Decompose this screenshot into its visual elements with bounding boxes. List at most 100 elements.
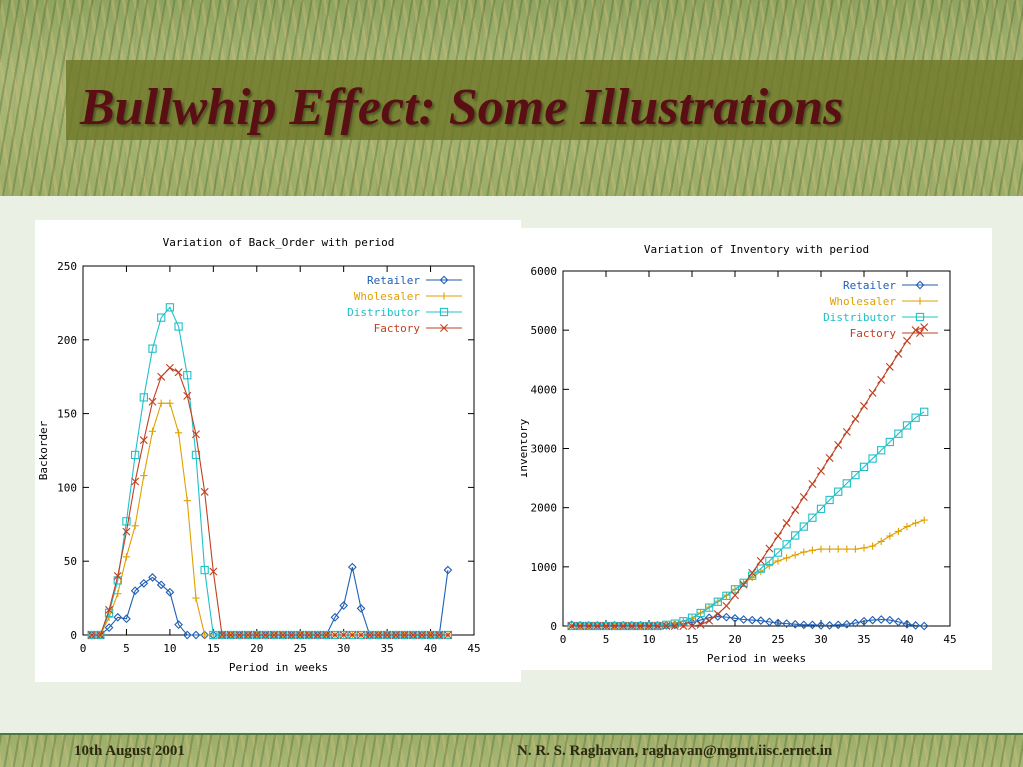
backorder-chart-panel: Variation of Back_Order with period 0 5 10 1…: [35, 220, 521, 682]
data-point-factory: [610, 622, 619, 630]
data-point-factory: [435, 631, 444, 639]
data-point-factory: [278, 631, 287, 639]
data-point-factory: [584, 622, 593, 630]
data-point-factory: [87, 631, 96, 639]
data-point-factory: [653, 622, 662, 630]
x-tick-label: 5: [603, 633, 610, 646]
data-point-wholesaler: [843, 545, 851, 553]
data-point-distributor: [174, 322, 183, 331]
data-point-retailer: [851, 618, 860, 628]
data-point-retailer: [443, 565, 453, 575]
data-point-factory: [799, 493, 808, 502]
data-point-factory: [756, 556, 765, 565]
footer-band: [0, 735, 1023, 767]
data-point-factory: [903, 336, 911, 345]
data-point-factory: [426, 631, 435, 639]
data-point-distributor: [834, 487, 843, 496]
data-point-factory: [400, 631, 409, 639]
x-tick-label: 15: [685, 633, 698, 646]
data-point-factory: [688, 622, 696, 630]
data-point-distributor: [808, 513, 817, 522]
data-point-distributor: [713, 597, 722, 606]
slide-title: Bullwhip Effect: Some Illustrations: [80, 79, 844, 136]
data-point-distributor: [825, 495, 834, 505]
data-point-retailer: [130, 586, 140, 596]
data-point-factory: [252, 631, 261, 639]
data-point-distributor: [816, 504, 826, 513]
data-point-retailer: [756, 616, 766, 626]
data-point-factory: [679, 622, 688, 630]
data-point-distributor: [705, 603, 714, 612]
series-factory: [87, 363, 452, 639]
data-point-wholesaler: [834, 545, 842, 553]
data-point-factory: [357, 631, 366, 639]
data-point-factory: [200, 487, 209, 496]
data-point-retailer: [876, 615, 886, 624]
data-point-factory: [322, 631, 331, 639]
data-point-factory: [296, 631, 305, 639]
data-point-retailer: [356, 604, 366, 613]
data-point-distributor: [739, 578, 748, 587]
data-point-distributor: [139, 393, 148, 402]
y-tick-label: 200: [57, 334, 77, 347]
data-point-wholesaler: [808, 546, 816, 554]
data-point-factory: [113, 571, 122, 580]
data-point-factory: [148, 397, 157, 406]
y-axis-label: Backorder: [37, 420, 50, 480]
data-point-factory: [713, 610, 722, 619]
data-point-wholesaler: [183, 497, 191, 505]
y-axis-label: Inventory: [521, 418, 530, 478]
data-point-wholesaler: [903, 523, 911, 531]
data-point-distributor: [165, 303, 175, 312]
x-tick-label: 35: [857, 633, 870, 646]
data-point-wholesaler: [826, 545, 834, 553]
data-point-factory: [602, 622, 610, 630]
data-point-retailer: [122, 614, 131, 624]
data-point-retailer: [104, 623, 114, 632]
series-distributor: [567, 407, 929, 631]
y-tick-label: 1000: [531, 561, 558, 574]
data-point-factory: [417, 631, 426, 639]
data-point-wholesaler: [894, 527, 902, 535]
legend-label-retailer: Retailer: [367, 274, 420, 287]
data-point-wholesaler: [783, 554, 791, 562]
data-point-wholesaler: [774, 557, 782, 565]
data-point-retailer: [191, 630, 201, 640]
data-point-factory: [235, 631, 244, 639]
data-point-factory: [670, 622, 679, 630]
data-point-factory: [226, 631, 235, 639]
data-point-distributor: [791, 531, 800, 540]
data-point-retailer: [730, 613, 740, 623]
data-point-wholesaler: [140, 471, 148, 480]
data-point-retailer: [148, 573, 157, 582]
data-point-distributor: [679, 617, 688, 626]
legend-label-wholesaler: Wholesaler: [830, 295, 897, 308]
legend-label-distributor: Distributor: [347, 306, 420, 319]
data-point-factory: [636, 622, 645, 630]
data-point-distributor: [765, 556, 774, 566]
data-point-factory: [851, 414, 860, 423]
data-point-factory: [174, 368, 183, 377]
series-wholesaler: [568, 516, 928, 630]
data-point-factory: [105, 605, 114, 614]
data-point-factory: [627, 622, 636, 630]
y-tick-label: 50: [64, 555, 77, 568]
series-line-retailer: [571, 615, 925, 627]
data-point-retailer: [842, 619, 852, 629]
data-point-factory: [645, 622, 653, 630]
data-point-retailer: [911, 621, 920, 630]
data-point-retailer: [816, 621, 826, 630]
x-tick-label: 40: [424, 642, 437, 655]
data-point-factory: [270, 631, 279, 639]
data-point-factory: [662, 622, 671, 630]
data-point-factory: [825, 453, 834, 462]
data-point-factory: [391, 631, 400, 639]
series-line-wholesaler: [91, 402, 448, 636]
data-point-distributor: [756, 564, 765, 573]
data-point-wholesaler: [201, 631, 209, 639]
data-point-factory: [409, 631, 418, 639]
data-point-distributor: [130, 450, 140, 460]
series-factory: [567, 323, 929, 630]
data-point-distributor: [859, 462, 869, 471]
data-point-retailer: [722, 612, 731, 622]
